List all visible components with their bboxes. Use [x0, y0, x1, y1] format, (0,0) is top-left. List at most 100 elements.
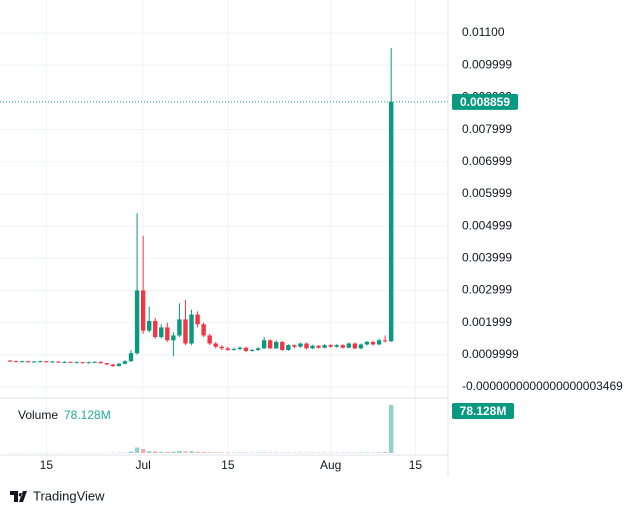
candle-body — [195, 314, 200, 325]
candle-body — [62, 361, 67, 363]
candle-body — [32, 361, 37, 363]
candle-body — [292, 345, 297, 347]
candle-body — [86, 362, 91, 364]
candle-body — [261, 340, 267, 349]
candle-body — [310, 345, 315, 349]
candle-body — [140, 290, 146, 331]
candle-body — [7, 360, 13, 362]
candle-body — [92, 361, 97, 363]
volume-bar — [382, 451, 388, 453]
y-tick-label: 0.004999 — [462, 218, 512, 232]
candle-body — [316, 345, 321, 348]
candle-body — [128, 353, 134, 362]
candle-body — [207, 335, 212, 344]
y-tick-label: 0.003999 — [462, 250, 512, 264]
last-price-tag — [452, 93, 518, 110]
volume-bar — [207, 452, 212, 453]
y-tick-label: 0.002999 — [462, 283, 512, 297]
candle-body — [255, 348, 261, 350]
candle-body — [280, 341, 285, 350]
candle-body — [364, 341, 370, 345]
volume-legend: Volume — [18, 408, 58, 422]
candle-body — [134, 290, 140, 354]
x-tick-label: 15 — [409, 458, 423, 472]
logo: TradingView — [10, 488, 105, 503]
y-tick-label: 0.01100 — [462, 25, 505, 39]
candle-body — [219, 346, 224, 349]
volume-bar — [189, 451, 194, 453]
plot — [0, 48, 448, 453]
candle-body — [146, 320, 152, 331]
candle-body — [38, 361, 43, 363]
logo-icon — [10, 491, 27, 502]
y-tick-label: 0.001999 — [462, 315, 512, 329]
candle-body — [25, 361, 31, 363]
candle-body — [328, 345, 333, 347]
volume-bar — [376, 452, 382, 453]
y-tick-label: 0.009999 — [462, 57, 512, 71]
candle-body — [104, 363, 110, 365]
candle-body — [267, 340, 273, 349]
volume-bar — [134, 447, 140, 453]
candle-body — [44, 361, 49, 363]
candle-body — [322, 345, 327, 348]
volume-bar — [165, 451, 170, 453]
volume-bar — [213, 452, 218, 453]
candle-body — [122, 361, 128, 364]
candle-body — [382, 340, 388, 342]
volume-bar — [128, 451, 134, 453]
candle-body — [50, 361, 55, 363]
candle-body — [159, 327, 164, 338]
candle-body — [352, 343, 358, 349]
candle-body — [201, 324, 206, 336]
x-tick-label: 15 — [40, 458, 54, 472]
volume-bar — [261, 452, 267, 453]
y-tick-label: 0.005999 — [462, 186, 512, 200]
grid — [0, 0, 448, 455]
volume-bar — [388, 405, 394, 453]
candle-body — [110, 364, 116, 367]
candle-body — [171, 335, 176, 341]
candle-body — [249, 349, 255, 351]
candle-body — [56, 361, 61, 363]
candle-body — [358, 344, 364, 349]
candle-body — [98, 361, 103, 364]
candle-body — [13, 361, 19, 363]
volume-bar — [195, 451, 200, 453]
candle-body — [183, 319, 188, 344]
volume-bar — [146, 451, 152, 453]
volume-bar — [177, 450, 182, 453]
candle-body — [388, 101, 394, 342]
volume-bar — [159, 451, 164, 453]
x-tick-label: 15 — [221, 458, 235, 472]
candle-body — [237, 347, 243, 349]
candle-body — [225, 348, 231, 350]
candle-body — [165, 327, 170, 341]
volume-tag — [452, 403, 514, 419]
candle-body — [376, 340, 382, 345]
volume-bar — [183, 451, 188, 453]
volume-bar — [171, 451, 176, 453]
candle-body — [68, 361, 73, 363]
candle-body — [286, 345, 291, 350]
candle-body — [153, 320, 158, 338]
candle-body — [304, 343, 309, 349]
candle-body — [80, 362, 85, 364]
brand: TradingView — [33, 488, 105, 503]
candle-body — [243, 347, 249, 351]
candle-body — [19, 361, 25, 363]
candle-body — [231, 348, 237, 350]
candle-body — [213, 343, 218, 347]
candle-body — [334, 345, 339, 347]
y-tick-label: 0.007999 — [462, 122, 512, 136]
candle-body — [346, 343, 352, 348]
y-tick-label: -0.0000000000000000003469 — [462, 379, 623, 393]
volume-bar — [153, 451, 158, 453]
candle-body — [370, 341, 376, 345]
x-tick-label: Jul — [135, 458, 150, 472]
candle-body — [177, 319, 182, 336]
candle-body — [116, 363, 122, 367]
volume-bar — [140, 449, 146, 453]
